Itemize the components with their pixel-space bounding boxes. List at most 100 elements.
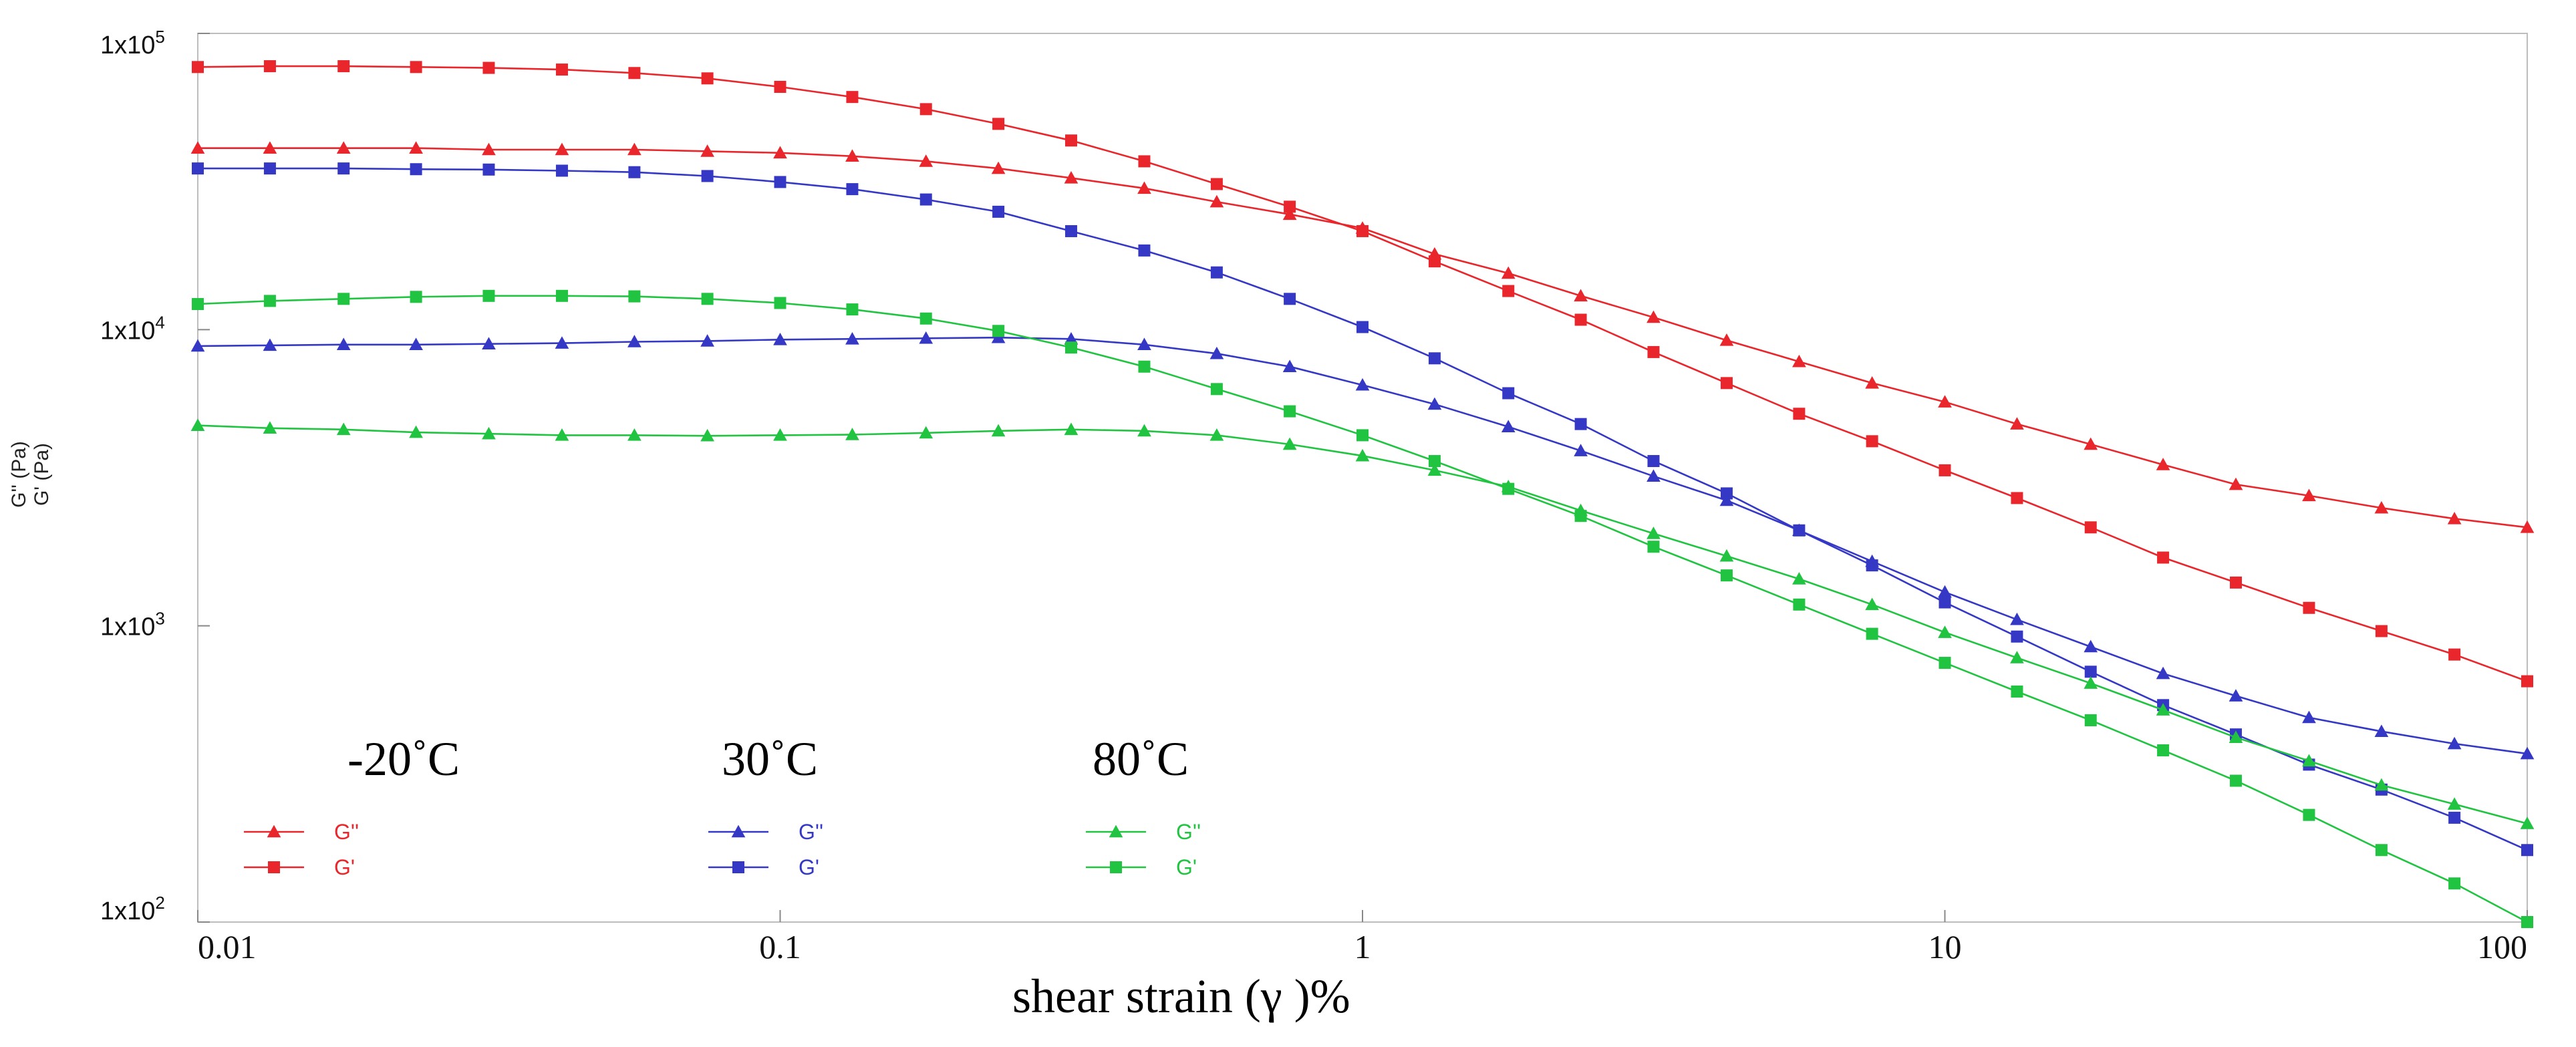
- data-point: [1427, 463, 1442, 476]
- data-point: [1138, 155, 1151, 168]
- data-point: [409, 141, 423, 154]
- data-point: [190, 339, 205, 352]
- y-tick-label-base: 1x10: [100, 897, 155, 925]
- legend-label: G'': [334, 820, 359, 844]
- data-point: [627, 428, 641, 441]
- data-point: [628, 67, 641, 80]
- data-point: [336, 141, 351, 154]
- data-point: [409, 425, 423, 438]
- data-point: [1428, 352, 1441, 365]
- data-point: [991, 161, 1006, 174]
- data-point: [1209, 346, 1224, 359]
- data-point: [774, 176, 786, 188]
- data-point: [845, 149, 859, 162]
- data-point: [2157, 744, 2170, 756]
- data-point: [1137, 181, 1151, 194]
- data-point: [2375, 844, 2388, 857]
- data-point: [2084, 437, 2098, 450]
- data-point: [701, 170, 714, 182]
- data-point: [1284, 200, 1296, 213]
- data-point: [2447, 511, 2462, 525]
- data-point: [2084, 714, 2097, 726]
- y-axis-title-bottom: G' (Pa): [31, 443, 53, 506]
- data-point: [2447, 797, 2462, 810]
- data-point: [1647, 527, 1661, 539]
- data-point: [2520, 520, 2535, 533]
- legend-marker: [267, 825, 281, 838]
- data-point: [192, 162, 204, 175]
- plot-frame: [197, 33, 2528, 923]
- series-5: [190, 418, 2535, 829]
- series-2: [192, 60, 2533, 688]
- data-point: [263, 421, 277, 434]
- data-point: [1647, 469, 1661, 482]
- data-point: [555, 336, 569, 349]
- data-point: [1792, 354, 1806, 367]
- data-point: [628, 166, 641, 178]
- data-point: [1356, 225, 1369, 237]
- data-point: [192, 298, 204, 311]
- series-line: [198, 167, 2528, 851]
- data-point: [410, 163, 422, 176]
- data-point: [919, 193, 932, 206]
- data-point: [1647, 345, 1660, 358]
- data-point: [627, 142, 641, 156]
- legend-label: G': [334, 855, 355, 879]
- data-point: [773, 428, 787, 441]
- legend-group: 80˚C G'' G': [1086, 732, 1201, 879]
- data-point: [2448, 811, 2461, 824]
- data-point: [1064, 341, 1077, 354]
- data-point: [1282, 437, 1297, 450]
- data-point: [2447, 736, 2462, 750]
- data-point: [2520, 746, 2535, 760]
- data-point: [2303, 601, 2315, 614]
- data-point: [337, 162, 350, 175]
- x-axis-title: shear strain (γ )%: [1012, 969, 1350, 1023]
- data-point: [482, 426, 496, 440]
- data-point: [337, 60, 350, 73]
- series-6: [192, 289, 2533, 928]
- data-point: [992, 205, 1005, 218]
- data-point: [263, 338, 277, 351]
- legend-temperature-label: 30˚C: [722, 732, 818, 786]
- data-point: [2374, 724, 2389, 738]
- legend-temperature-label: -20˚C: [347, 732, 460, 786]
- series-1: [190, 141, 2535, 533]
- data-point: [1647, 455, 1660, 468]
- y-tick-label-base: 1x10: [100, 613, 155, 641]
- data-point: [2521, 844, 2533, 857]
- data-point: [410, 61, 422, 73]
- series-4: [192, 162, 2533, 857]
- x-tick-label: 100: [2477, 928, 2527, 965]
- data-point: [919, 426, 934, 439]
- data-point: [2229, 576, 2242, 589]
- data-point: [2229, 689, 2243, 702]
- data-point: [336, 422, 351, 436]
- data-point: [992, 118, 1005, 130]
- data-point: [774, 297, 786, 309]
- data-point: [1939, 596, 1951, 609]
- data-point: [700, 428, 714, 442]
- data-point: [701, 72, 714, 85]
- data-point: [1938, 625, 1952, 638]
- data-point: [991, 424, 1006, 437]
- y-tick-label-base: 1x10: [100, 317, 155, 345]
- y-tick-label-exponent: 2: [155, 893, 164, 913]
- data-point: [1719, 333, 1734, 346]
- data-point: [1865, 376, 1879, 389]
- y-tick-label-exponent: 4: [155, 312, 164, 332]
- data-point: [2448, 877, 2461, 890]
- data-point: [2520, 816, 2535, 829]
- data-point: [1355, 448, 1370, 462]
- data-point: [190, 141, 205, 154]
- data-point: [1501, 266, 1516, 279]
- data-point: [192, 61, 204, 73]
- x-axis: 0.01 0.1 1 10 100: [197, 910, 2528, 965]
- data-point: [2084, 639, 2098, 653]
- data-point: [2448, 648, 2461, 661]
- data-point: [482, 289, 495, 302]
- data-point: [2521, 675, 2533, 688]
- legend-marker: [268, 861, 280, 873]
- data-point: [1210, 178, 1223, 190]
